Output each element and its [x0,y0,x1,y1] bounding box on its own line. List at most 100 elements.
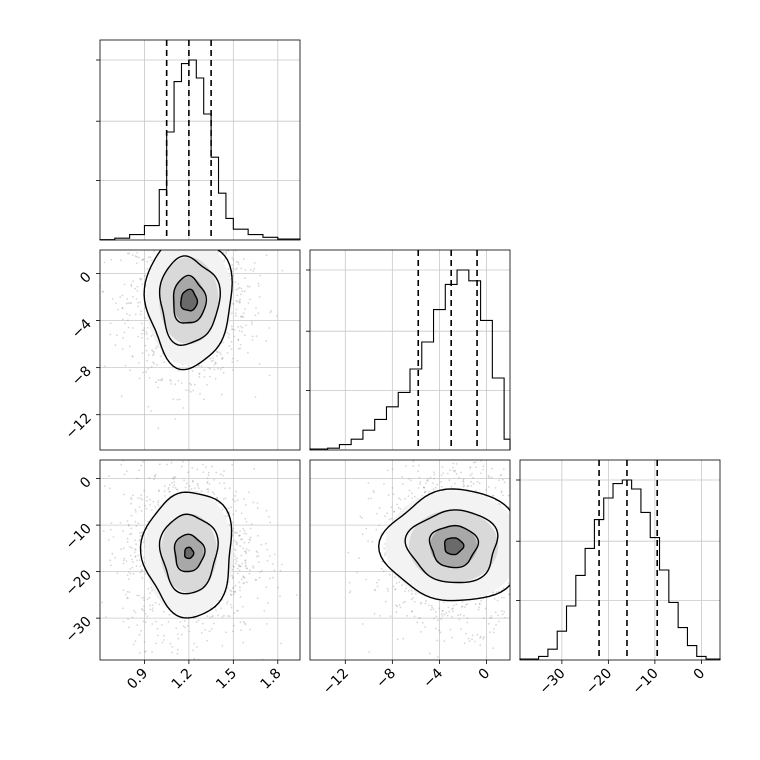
pair-1-sample-point [245,551,248,553]
pair-0-sample-point [145,331,148,333]
pair-0-sample-point [191,237,193,239]
pair-0-sample-point [126,252,129,255]
xtick-label-param-0-0: 0.9 [124,666,151,693]
pair-0-sample-point [111,298,114,300]
pair-1-sample-point [268,555,271,557]
pair-0-sample-point [251,323,254,325]
pair-0-sample-point [231,328,234,330]
pair-1-sample-point [256,502,259,504]
pair-0-sample-point [176,217,178,219]
pair-0-sample-point [115,334,118,337]
pair-2-sample-point [464,606,466,608]
pair-2-sample-point [424,482,427,484]
pair-1-sample-point [182,625,185,627]
pair-1-sample-point [220,607,223,610]
pair-1-sample-point [141,608,144,611]
pair-1-sample-point [126,541,129,543]
pair-0-sample-point [104,365,106,368]
pair-0-sample-point [131,355,134,357]
pair-0-sample-point [138,227,140,229]
pair-1-sample-point [135,511,137,513]
pair-2-sample-point [500,491,503,494]
xtick-label-param-2-1: −20 [583,666,615,698]
pair-0-sample-point [144,274,147,277]
pair-2-sample-point [499,474,502,477]
pair-1-sample-point [226,514,229,517]
pair-2-sample-point [376,585,379,588]
pair-0-sample-point [240,267,243,270]
pair-1-sample-point [230,506,233,509]
pair-2-sample-point [432,608,435,611]
pair-0-sample-point [175,235,177,237]
pair-1-sample-point [224,497,227,500]
pair-0-sample-point [211,357,214,359]
pair-2-sample-point [523,574,525,576]
pair-0-sample-point [193,236,195,238]
pair-2-sample-point [476,480,479,483]
pair-0-sample-point [187,389,190,392]
pair-2-sample-point [419,631,422,633]
pair-0-sample-point [137,301,140,304]
pair-2-sample-point [532,608,534,610]
xtick-label-param-0-1: 1.2 [169,666,196,693]
pair-2-sample-point [495,623,497,626]
pair-1-sample-point [176,652,179,655]
pair-0-sample-point [156,364,158,366]
pair-2-sample-point [514,523,516,525]
pair-1-sample-point [134,508,137,511]
pair-2-sample-point [521,547,523,549]
pair-2-sample-point [386,469,389,472]
pair-1-sample-point [157,499,160,502]
pair-2-sample-point [367,482,370,484]
pair-0-sample-point [160,244,162,246]
pair-1-sample-point [97,608,99,610]
pair-1-sample-point [171,481,173,484]
pair-1-sample-point [207,488,210,491]
pair-0-sample-point [226,331,229,334]
pair-2-sample-point [539,601,541,603]
pair-0-sample-point [275,315,278,317]
pair-0-sample-point [195,241,197,243]
pair-0-sample-point [237,347,240,350]
pair-1-sample-point [158,490,160,492]
pair-0-sample-point [141,337,144,339]
pair-2-sample-point [408,489,411,492]
pair-0-sample-point [232,274,235,277]
pair-1-sample-point [140,464,143,467]
pair-2-sample-point [498,479,500,482]
pair-1-sample-point [127,523,130,526]
pair-2-sample-point [396,605,398,608]
ytick-label-param-2-0: −30 [63,614,95,646]
pair-2-sample-point [450,486,453,488]
pair-frame-2 [309,459,511,661]
pair-1-sample-point [243,532,246,535]
pair-2-sample-point [538,583,540,585]
pair-2-sample-point [413,495,416,498]
pair-0-sample-point [121,306,124,309]
pair-1-sample-point [151,509,153,511]
pair-2-sample-point [410,590,413,592]
pair-1-sample-point [240,512,243,515]
pair-1-sample-point [147,520,150,523]
pair-1-sample-point [220,473,222,476]
pair-0-sample-point [172,243,174,245]
pair-2-sample-point [452,462,455,465]
pair-1-sample-point [190,488,193,490]
pair-1-sample-point [216,497,218,500]
pair-2-sample-point [476,633,479,636]
pair-0-sample-point [203,398,205,401]
pair-0-sample-point [265,340,268,342]
pair-2-sample-point [490,615,493,617]
pair-1-sample-point [176,633,179,635]
pair-1-sample-point [208,683,210,685]
pair-1-sample-point [130,527,133,530]
pair-0-sample-point [122,318,124,321]
pair-0-sample-point [123,331,126,334]
pair-0-sample-point [122,336,125,339]
ytick-label-param-1-2: −4 [69,316,95,342]
pair-2-sample-point [433,445,435,447]
pair-1-sample-point [233,539,236,542]
pair-0-density-level-0 [180,290,198,312]
pair-0-sample-point [146,260,149,263]
